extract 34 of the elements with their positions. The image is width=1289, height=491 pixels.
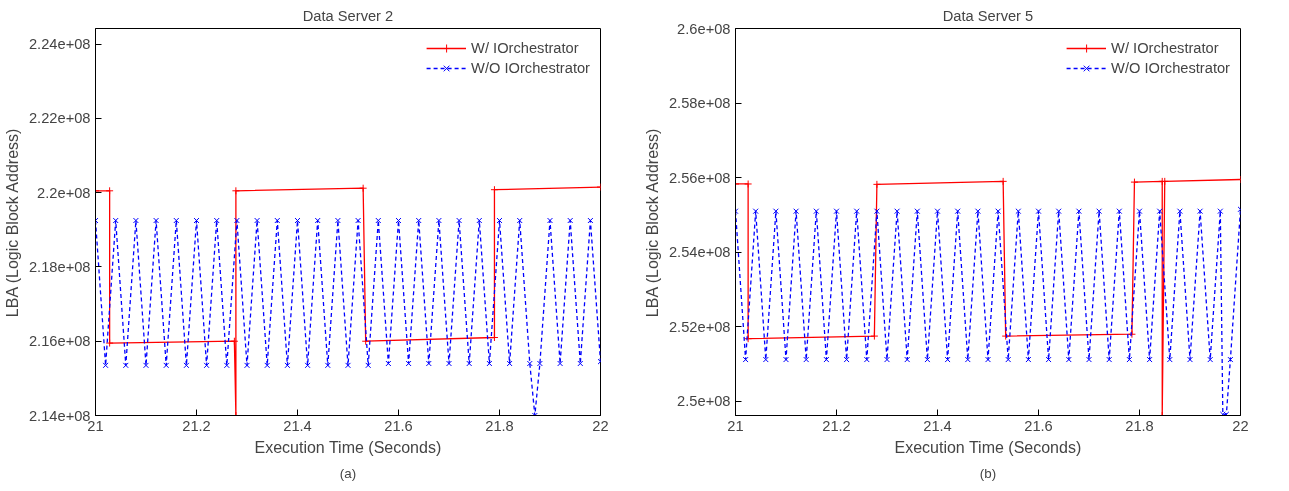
x-tick-label: 21 bbox=[727, 417, 744, 434]
x-tick-label: 21.4 bbox=[283, 417, 312, 434]
legend-label: W/ IOrchestrator bbox=[1111, 40, 1219, 56]
x-tick-label: 21.6 bbox=[1024, 417, 1053, 434]
y-tick-label: 2.22e+08 bbox=[28, 110, 91, 127]
y-axis-title: LBA (Logic Block Address) bbox=[3, 128, 21, 318]
y-tick-label: 2.16e+08 bbox=[28, 333, 91, 350]
chart-title: Data Server 2 bbox=[302, 7, 394, 24]
y-axis-title: LBA (Logic Block Address) bbox=[643, 128, 661, 318]
legend-label: W/O IOrchestrator bbox=[471, 60, 590, 76]
y-tick-label: 2.5e+08 bbox=[677, 393, 731, 410]
legend-label: W/ IOrchestrator bbox=[471, 40, 579, 56]
legend-label: W/O IOrchestrator bbox=[1111, 60, 1230, 76]
x-tick-label: 21.4 bbox=[923, 417, 952, 434]
chart-title: Data Server 5 bbox=[942, 7, 1034, 24]
x-tick-label: 21.8 bbox=[1125, 417, 1154, 434]
y-tick-label: 2.2e+08 bbox=[37, 184, 91, 201]
x-tick-label: 21.6 bbox=[384, 417, 413, 434]
x-tick-label: 22 bbox=[1232, 417, 1249, 434]
y-tick-label: 2.18e+08 bbox=[28, 258, 91, 275]
y-tick-label: 2.58e+08 bbox=[668, 95, 731, 112]
x-tick-label: 21.2 bbox=[182, 417, 211, 434]
x-axis-title: Execution Time (Seconds) bbox=[254, 438, 442, 456]
x-tick-label: 21.2 bbox=[822, 417, 851, 434]
x-tick-label: 22 bbox=[592, 417, 609, 434]
y-tick-label: 2.54e+08 bbox=[668, 244, 731, 261]
y-tick-label: 2.56e+08 bbox=[668, 169, 731, 186]
x-tick-label: 21.8 bbox=[485, 417, 514, 434]
y-tick-label: 2.6e+08 bbox=[677, 20, 731, 37]
text: (b) bbox=[979, 465, 997, 481]
y-tick-label: 2.52e+08 bbox=[668, 318, 731, 335]
y-tick-label: 2.24e+08 bbox=[28, 36, 91, 53]
text: (a) bbox=[339, 465, 357, 481]
x-axis-title: Execution Time (Seconds) bbox=[894, 438, 1082, 456]
